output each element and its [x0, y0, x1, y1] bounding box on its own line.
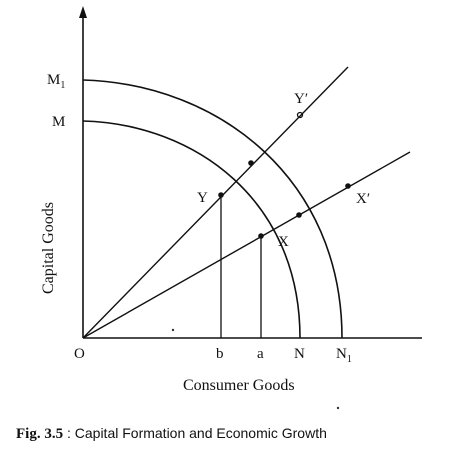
label-m1: M1: [47, 72, 65, 91]
curve-mn: [82, 120, 301, 339]
point-x-prime: [345, 183, 351, 189]
label-m: M: [52, 114, 65, 130]
print-speck: [336, 406, 340, 410]
label-n: N: [294, 346, 305, 362]
y-axis-title: Capital Goods: [40, 202, 57, 294]
label-y: Y: [197, 190, 208, 206]
curve-m1n1: [82, 79, 343, 339]
point-y-prime: [296, 111, 304, 119]
print-speck: [171, 328, 175, 332]
ray-oy: [82, 66, 349, 339]
label-x: X: [278, 234, 289, 250]
point-right-intersection: [296, 212, 302, 218]
ray-ox: [82, 151, 411, 339]
label-y-prime: Y′: [294, 91, 308, 107]
figure-caption: Fig. 3.5 : Capital Formation and Economi…: [16, 425, 446, 443]
caption-text: Capital Formation and Economic Growth: [74, 425, 327, 441]
figure-number: Fig. 3.5: [16, 426, 64, 442]
label-x-prime: X′: [356, 191, 370, 207]
label-b: b: [216, 346, 224, 362]
point-upper-intersection: [248, 160, 254, 166]
label-n1: N1: [336, 346, 352, 365]
point-x: [258, 233, 264, 239]
x-axis-title: Consumer Goods: [183, 377, 295, 394]
point-y: [218, 192, 224, 198]
label-origin: O: [74, 346, 85, 362]
label-a: a: [257, 346, 264, 362]
caption-separator: :: [63, 425, 75, 441]
y-axis-arrow: [79, 6, 87, 18]
